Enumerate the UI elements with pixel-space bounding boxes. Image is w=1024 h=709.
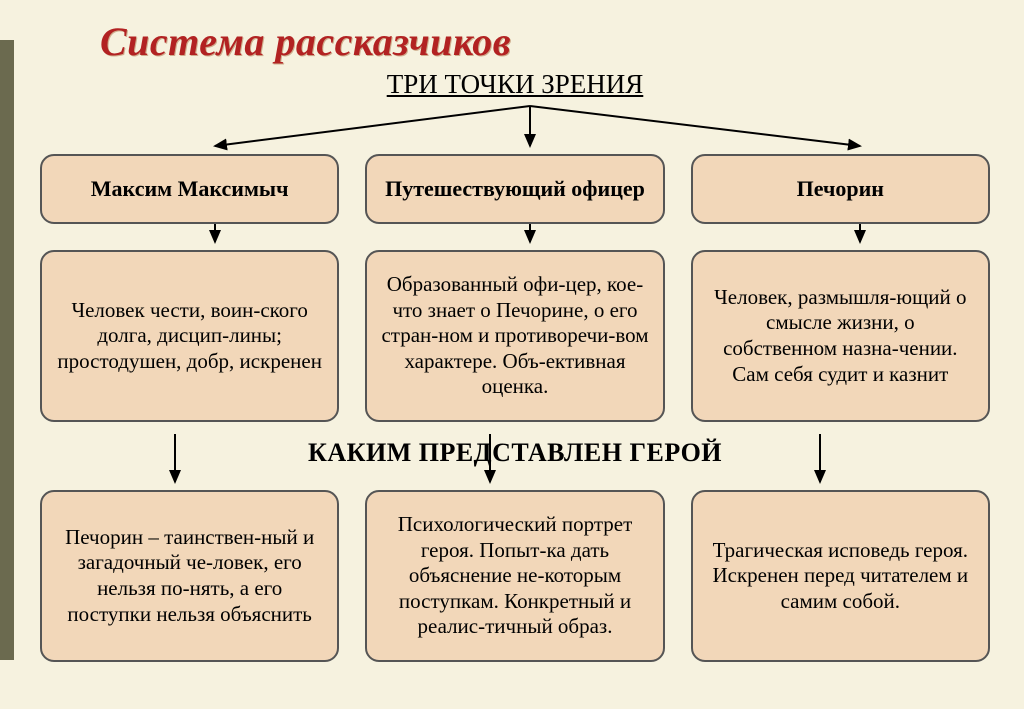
col-desc-0: Человек чести, воин-ского долга, дисцип-…	[40, 250, 339, 422]
col-header-1: Путешествующий офицер	[365, 154, 664, 224]
col-hero-1: Психологический портрет героя. Попыт-ка …	[365, 490, 664, 662]
col-desc-1: Образованный офи-цер, кое-что знает о Пе…	[365, 250, 664, 422]
col-header-2: Печорин	[691, 154, 990, 224]
main-title: Система рассказчиков	[100, 18, 990, 65]
col-hero-0: Печорин – таинствен-ный и загадочный че-…	[40, 490, 339, 662]
mid-label: КАКИМ ПРЕДСТАВЛЕН ГЕРОЙ	[40, 432, 990, 468]
diagram-content: Система рассказчиков ТРИ ТОЧКИ ЗРЕНИЯ Ма…	[0, 0, 1024, 672]
col-header-0: Максим Максимыч	[40, 154, 339, 224]
header-row: Максим Максимыч Путешествующий офицер Пе…	[40, 154, 990, 224]
top-arrows	[40, 102, 1024, 154]
col-desc-2: Человек, размышля-ющий о смысле жизни, о…	[691, 250, 990, 422]
desc-row: Человек чести, воин-ского долга, дисцип-…	[40, 250, 990, 422]
hero-row: Печорин – таинствен-ный и загадочный че-…	[40, 490, 990, 662]
subtitle: ТРИ ТОЧКИ ЗРЕНИЯ	[40, 69, 990, 100]
arrows-to-desc	[40, 224, 1024, 250]
col-hero-2: Трагическая исповедь героя. Искренен пер…	[691, 490, 990, 662]
